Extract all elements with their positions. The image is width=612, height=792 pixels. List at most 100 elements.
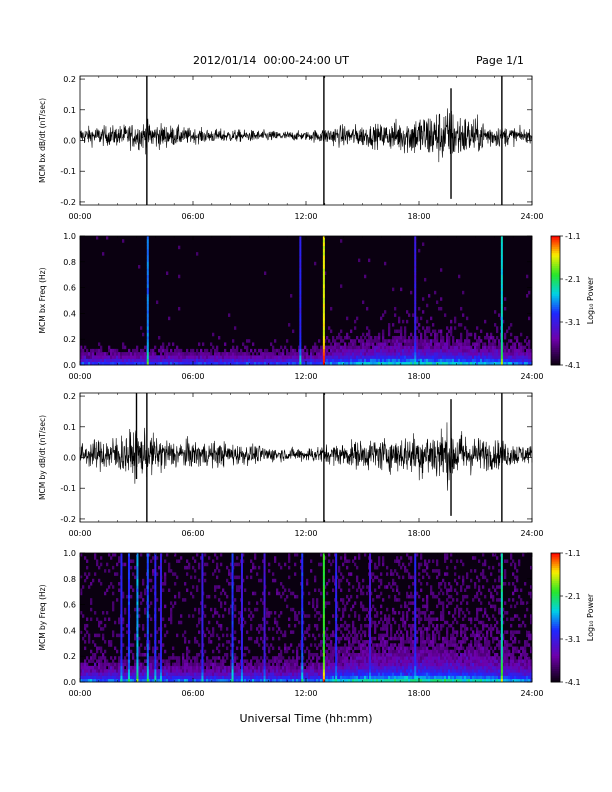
colorbar-segment (551, 242, 560, 245)
spectrogram-cell (216, 675, 219, 680)
spectrogram-cell (314, 361, 317, 366)
spectral-line-segment (322, 355, 325, 359)
spectrogram-cell (100, 665, 103, 670)
spectrogram-cell (344, 348, 347, 353)
spectrogram-cells (80, 553, 533, 683)
spectrogram-cell (190, 358, 193, 363)
spectrogram-cell (352, 348, 355, 353)
spectrogram-cell (144, 345, 147, 350)
spectrogram-cell (374, 659, 377, 663)
spectrogram-cell (134, 659, 137, 663)
spectrogram-cell (86, 575, 89, 580)
spectrogram-cell (218, 678, 221, 683)
spectrogram-cell (486, 348, 489, 353)
colorbar-segment (551, 358, 560, 362)
spectrogram-cell (286, 659, 289, 663)
y-axis-title: MCM bx dB/dt (nT/sec) (38, 98, 47, 183)
spectrogram-cell (296, 352, 299, 356)
spectrogram-cell (264, 348, 267, 353)
spectrogram-cell (332, 665, 335, 670)
spectrogram-cell (288, 623, 291, 628)
spectrogram-cell (506, 342, 509, 346)
spectrogram-cell (274, 665, 277, 670)
spectrogram-cell (398, 646, 401, 651)
spectrogram-cell (336, 575, 339, 580)
spectrogram-cell (382, 355, 385, 359)
spectrogram-cell (342, 339, 345, 343)
spectrogram-cell (324, 345, 327, 350)
spectrogram-cell (380, 656, 383, 660)
spectrogram-cell (86, 665, 89, 670)
spectrogram-cell (440, 665, 443, 670)
spectrogram-cell (138, 607, 141, 612)
x-tick-label: 06:00 (181, 372, 204, 381)
spectrogram-cell (444, 582, 447, 586)
spectrogram-cell (456, 355, 459, 359)
spectrogram-cell (452, 678, 455, 683)
spectrogram-cell (358, 553, 361, 557)
spectrogram-cell (388, 675, 391, 680)
spectrogram-cell (398, 611, 401, 615)
spectrogram-cell (394, 358, 397, 363)
spectrogram-cell (116, 572, 119, 576)
spectrogram-cell (242, 352, 245, 356)
spectrogram-cell (424, 669, 427, 673)
spectrogram-cell (140, 643, 143, 647)
spectrogram-cell (294, 617, 297, 622)
spectrogram-cell (214, 665, 217, 670)
spectrogram-cell (130, 358, 133, 363)
spectrogram-cell (98, 646, 101, 651)
spectrogram-cell (292, 591, 295, 596)
spectrogram-cell (112, 672, 115, 676)
spectrogram-cell (388, 332, 391, 337)
spectral-line-segment (322, 316, 325, 321)
spectrogram-cell (88, 659, 91, 663)
spectrogram-cell (394, 636, 397, 641)
spectrogram-cell (398, 575, 401, 580)
spectrogram-cell (384, 617, 387, 622)
spectrogram-cell (384, 348, 387, 353)
spectrogram-cell (384, 352, 387, 356)
spectrogram-cell (92, 669, 95, 673)
spectrogram-cell (88, 640, 91, 644)
spectrogram-cell (278, 361, 281, 366)
spectrogram-cell (422, 348, 425, 353)
spectrogram-cell (426, 303, 429, 308)
spectrogram-cell (474, 358, 477, 363)
spectrogram-cell (198, 672, 201, 676)
spectral-line-segment (500, 361, 503, 366)
spectrogram-cell (264, 352, 267, 356)
spectrogram-cell (112, 585, 115, 589)
spectrogram-cell (448, 669, 451, 673)
spectrogram-cell (136, 361, 139, 366)
spectrogram-cell (94, 675, 97, 680)
spectrogram-cell (396, 361, 399, 366)
spectrogram-cell (434, 569, 437, 573)
spectrogram-cell (130, 585, 133, 589)
spectrogram-cell (124, 352, 127, 356)
spectrogram-cell (242, 665, 245, 670)
spectrogram-cell (142, 672, 145, 676)
spectrogram-cell (490, 361, 493, 366)
spectrogram-cell (166, 553, 169, 557)
spectrogram-cell (368, 329, 371, 334)
spectral-line-segment (299, 306, 302, 311)
spectrogram-cell (284, 643, 287, 647)
spectrogram-cell (166, 358, 169, 363)
spectrogram-cell (330, 355, 333, 359)
spectrogram-cell (282, 352, 285, 356)
spectrogram-cell (220, 662, 223, 667)
spectrogram-cell (318, 361, 321, 366)
spectrogram-cell (428, 662, 431, 667)
spectrogram-cell (148, 553, 151, 557)
spectrogram-cell (318, 339, 321, 343)
spectrogram-cell (122, 594, 125, 599)
spectrogram-cell (354, 352, 357, 356)
spectrogram-cell (328, 672, 331, 676)
spectrogram-cell (256, 665, 259, 670)
spectrogram-cell (452, 649, 455, 654)
spectrogram-cell (190, 675, 193, 680)
spectrogram-cell (374, 339, 377, 343)
spectrogram-cell (150, 358, 153, 363)
spectrogram-cell (206, 659, 209, 663)
